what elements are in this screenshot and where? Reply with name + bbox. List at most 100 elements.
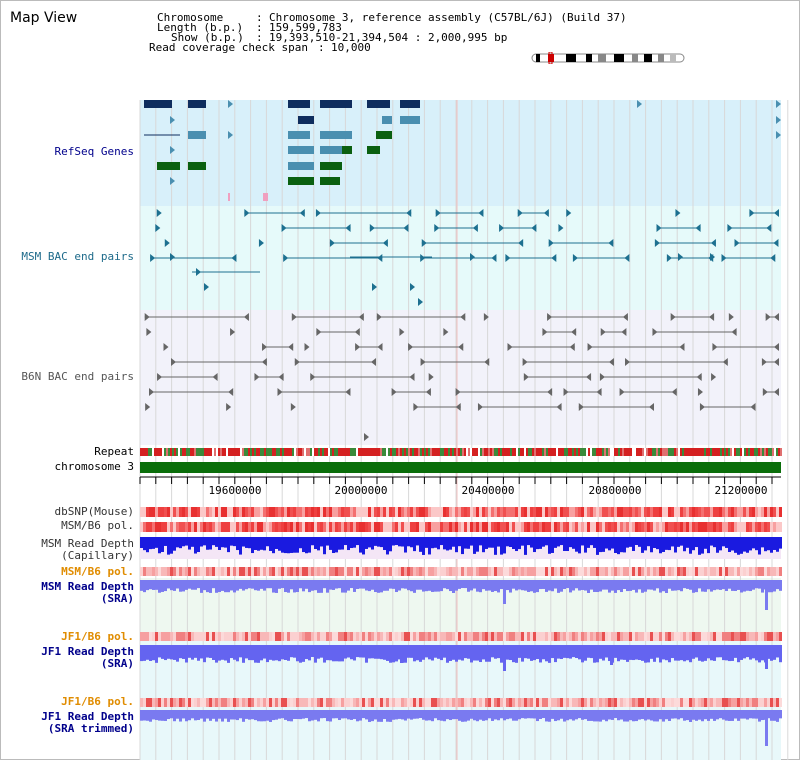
jf1-depth-trimmed-bar (476, 710, 479, 722)
msm-b6-pol-cell (176, 522, 179, 532)
jf1-b6-pol-2-cell (275, 698, 278, 707)
jf1-b6-pol-cell (737, 632, 740, 641)
repeat-segment (488, 448, 490, 456)
msm-b6-pol-cell (470, 522, 473, 532)
msm-depth-sra-bar (458, 580, 461, 589)
jf1-depth-sra-bar (416, 645, 419, 661)
jf1-depth-trimmed-bar (638, 710, 641, 720)
jf1-b6-pol-2-cell (440, 698, 443, 707)
jf1-b6-pol-2-cell (395, 698, 398, 707)
msm-b6-pol-cell (515, 522, 518, 532)
repeat-segment (736, 448, 738, 456)
jf1-b6-pol-2-cell (203, 698, 206, 707)
dbsnp-cell (368, 507, 371, 517)
repeat-segment (152, 448, 154, 456)
jf1-b6-pol-2-cell (314, 698, 317, 707)
msm-b6-pol-2-cell (665, 567, 668, 576)
msm-depth-sra-bar (179, 580, 182, 592)
msm-b6-pol-2-cell (461, 567, 464, 576)
dbsnp-cell (389, 507, 392, 517)
jf1-b6-pol-2-cell (449, 698, 452, 707)
jf1-depth-sra-bar (491, 645, 494, 658)
repeat-segment (240, 448, 242, 456)
repeat-segment (704, 448, 706, 456)
repeat-segment (374, 448, 376, 456)
jf1-depth-trimmed-bar (377, 710, 380, 722)
jf1-depth-sra-bar (593, 645, 596, 663)
track-label-b6n-bac[interactable]: B6N BAC end pairs (21, 370, 134, 383)
b6n-bac-pair-end (163, 343, 169, 351)
dbsnp-cell (140, 507, 143, 517)
jf1-b6-pol-cell (410, 632, 413, 641)
msm-b6-pol-2-cell (266, 567, 269, 576)
repeat-segment (690, 448, 692, 456)
jf1-depth-trimmed-bar (443, 710, 446, 722)
dbsnp-cell (767, 507, 770, 517)
refseq-gene-marker (228, 100, 233, 108)
jf1-depth-trimmed-bar (689, 710, 692, 722)
jf1-b6-pol-2-cell (752, 698, 755, 707)
msm-b6-pol-cell (629, 522, 632, 532)
repeat-segment (342, 448, 344, 456)
jf1-b6-pol-cell (356, 632, 359, 641)
repeat-segment (492, 448, 494, 456)
msm-depth-sra-bar (416, 580, 419, 590)
jf1-depth-trimmed-bar (143, 710, 146, 721)
msm-depth-capillary-bar (317, 537, 320, 551)
msm-b6-pol-cell (206, 522, 209, 532)
repeat-segment (386, 448, 388, 456)
repeat-segment (484, 448, 486, 456)
jf1-depth-trimmed-bar (386, 710, 389, 722)
msm-b6-pol-2-cell (629, 567, 632, 576)
jf1-depth-trimmed-bar (521, 710, 524, 719)
msm-depth-capillary-bar (566, 537, 569, 552)
jf1-depth-sra-bar (158, 645, 161, 658)
jf1-b6-pol-cell (551, 632, 554, 641)
dbsnp-cell (524, 507, 527, 517)
jf1-depth-sra-bar (404, 645, 407, 663)
msm-depth-sra-bar (527, 580, 530, 592)
repeat-segment (218, 448, 220, 456)
jf1-depth-trimmed-bar (602, 710, 605, 720)
refseq-gene (157, 162, 180, 170)
jf1-b6-pol-cell (293, 632, 296, 641)
msm-b6-pol-cell (440, 522, 443, 532)
repeat-segment (722, 448, 724, 456)
jf1-b6-pol-2-cell (734, 698, 737, 707)
msm-b6-pol-2-cell (455, 567, 458, 576)
jf1-b6-pol-2-cell (413, 698, 416, 707)
refseq-gene (400, 100, 420, 108)
coverage-value: 10,000 (331, 41, 371, 54)
repeat-segment (384, 448, 386, 456)
b6n-bac-pair-end (731, 328, 737, 336)
repeat-segment (580, 448, 582, 456)
jf1-depth-sra-bar (434, 645, 437, 658)
dbsnp-cell (623, 507, 626, 517)
jf1-depth-trimmed-bar (761, 710, 764, 721)
dbsnp-cell (560, 507, 563, 517)
msm-depth-sra-bar (779, 580, 782, 591)
jf1-depth-trimmed-bar (275, 710, 278, 720)
track-label-refseq[interactable]: RefSeq Genes (54, 145, 134, 158)
msm-depth-capillary-bar (758, 537, 761, 555)
jf1-depth-trimmed-bar (440, 710, 443, 721)
jf1-b6-pol-cell (275, 632, 278, 641)
msm-depth-sra-bar (422, 580, 425, 592)
jf1-b6-pol-cell (458, 632, 461, 641)
track-label-chromosome: chromosome 3 (54, 460, 134, 473)
msm-b6-pol-cell (644, 522, 647, 532)
msm-depth-capillary-bar (767, 537, 770, 551)
jf1-depth-trimmed-bar (512, 710, 515, 721)
jf1-depth-sra-bar (266, 645, 269, 663)
track-label-msm-bac[interactable]: MSM BAC end pairs (21, 250, 134, 263)
msm-bac-pair-end (656, 224, 662, 232)
repeat-segment (440, 448, 442, 456)
jf1-b6-pol-2-cell (488, 698, 491, 707)
jf1-b6-pol-2-cell (494, 698, 497, 707)
jf1-depth-trimmed-bar (758, 710, 761, 722)
chromosome-ideogram[interactable] (528, 52, 688, 64)
dbsnp-cell (317, 507, 320, 517)
repeat-segment (370, 448, 372, 456)
dbsnp-cell (206, 507, 209, 517)
